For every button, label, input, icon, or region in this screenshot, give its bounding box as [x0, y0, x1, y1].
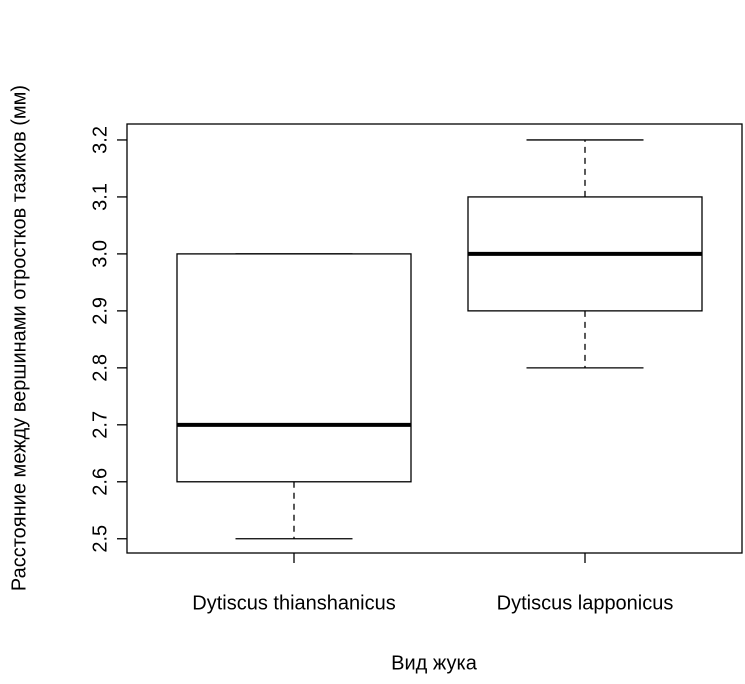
y-tick-label: 2.7	[89, 411, 111, 439]
y-tick-label: 2.9	[89, 297, 111, 325]
y-tick-label: 3.2	[89, 126, 111, 154]
y-tick-label: 2.5	[89, 525, 111, 553]
y-tick-label: 2.8	[89, 354, 111, 382]
y-axis-label: Расстояние между вершинами отростков таз…	[8, 85, 30, 591]
x-tick-label: Dytiscus thianshanicus	[192, 592, 395, 614]
y-tick-label: 3.0	[89, 240, 111, 268]
box	[176, 253, 412, 483]
x-tick-label: Dytiscus lapponicus	[497, 592, 674, 614]
y-tick-label: 3.1	[89, 183, 111, 211]
x-axis-label: Вид жука	[391, 652, 478, 674]
plot-frame	[126, 123, 743, 554]
y-tick-label: 2.6	[89, 468, 111, 496]
